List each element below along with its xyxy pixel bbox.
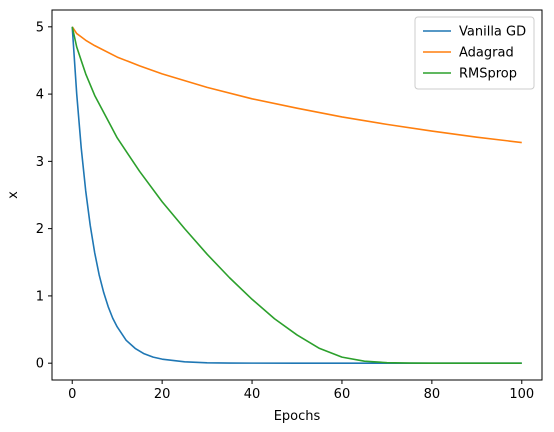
plot-lines <box>71 26 522 364</box>
x-tick-label: 60 <box>334 387 351 402</box>
series-line-rmsprop <box>71 26 522 364</box>
x-tick-label: 80 <box>424 387 441 402</box>
legend-label-vanilla-gd: Vanilla GD <box>459 25 526 40</box>
y-tick-label: 2 <box>36 222 44 237</box>
x-axis-label: Epochs <box>274 409 321 424</box>
legend: Vanilla GD Adagrad RMSprop <box>414 16 535 90</box>
legend-box <box>414 16 535 90</box>
x-tick-label: 100 <box>509 387 534 402</box>
x-tick-label: 20 <box>154 387 171 402</box>
plot-frame <box>51 9 543 381</box>
y-axis-label: x <box>6 191 21 199</box>
x-tick-label: 40 <box>244 387 261 402</box>
y-tick-label: 3 <box>36 155 44 170</box>
y-axis-ticks: 0 1 2 3 4 5 <box>36 20 52 372</box>
series-line-adagrad <box>71 26 522 144</box>
legend-label-rmsprop: RMSprop <box>459 67 517 82</box>
x-tick-label: 0 <box>68 387 76 402</box>
x-axis-ticks: 0 20 40 60 80 100 <box>68 380 534 402</box>
y-tick-label: 1 <box>36 289 44 304</box>
y-tick-label: 4 <box>36 88 44 103</box>
y-tick-label: 0 <box>36 357 44 372</box>
series-line-vanilla-gd <box>71 26 522 364</box>
y-tick-label: 5 <box>36 20 44 35</box>
legend-label-adagrad: Adagrad <box>459 46 514 61</box>
